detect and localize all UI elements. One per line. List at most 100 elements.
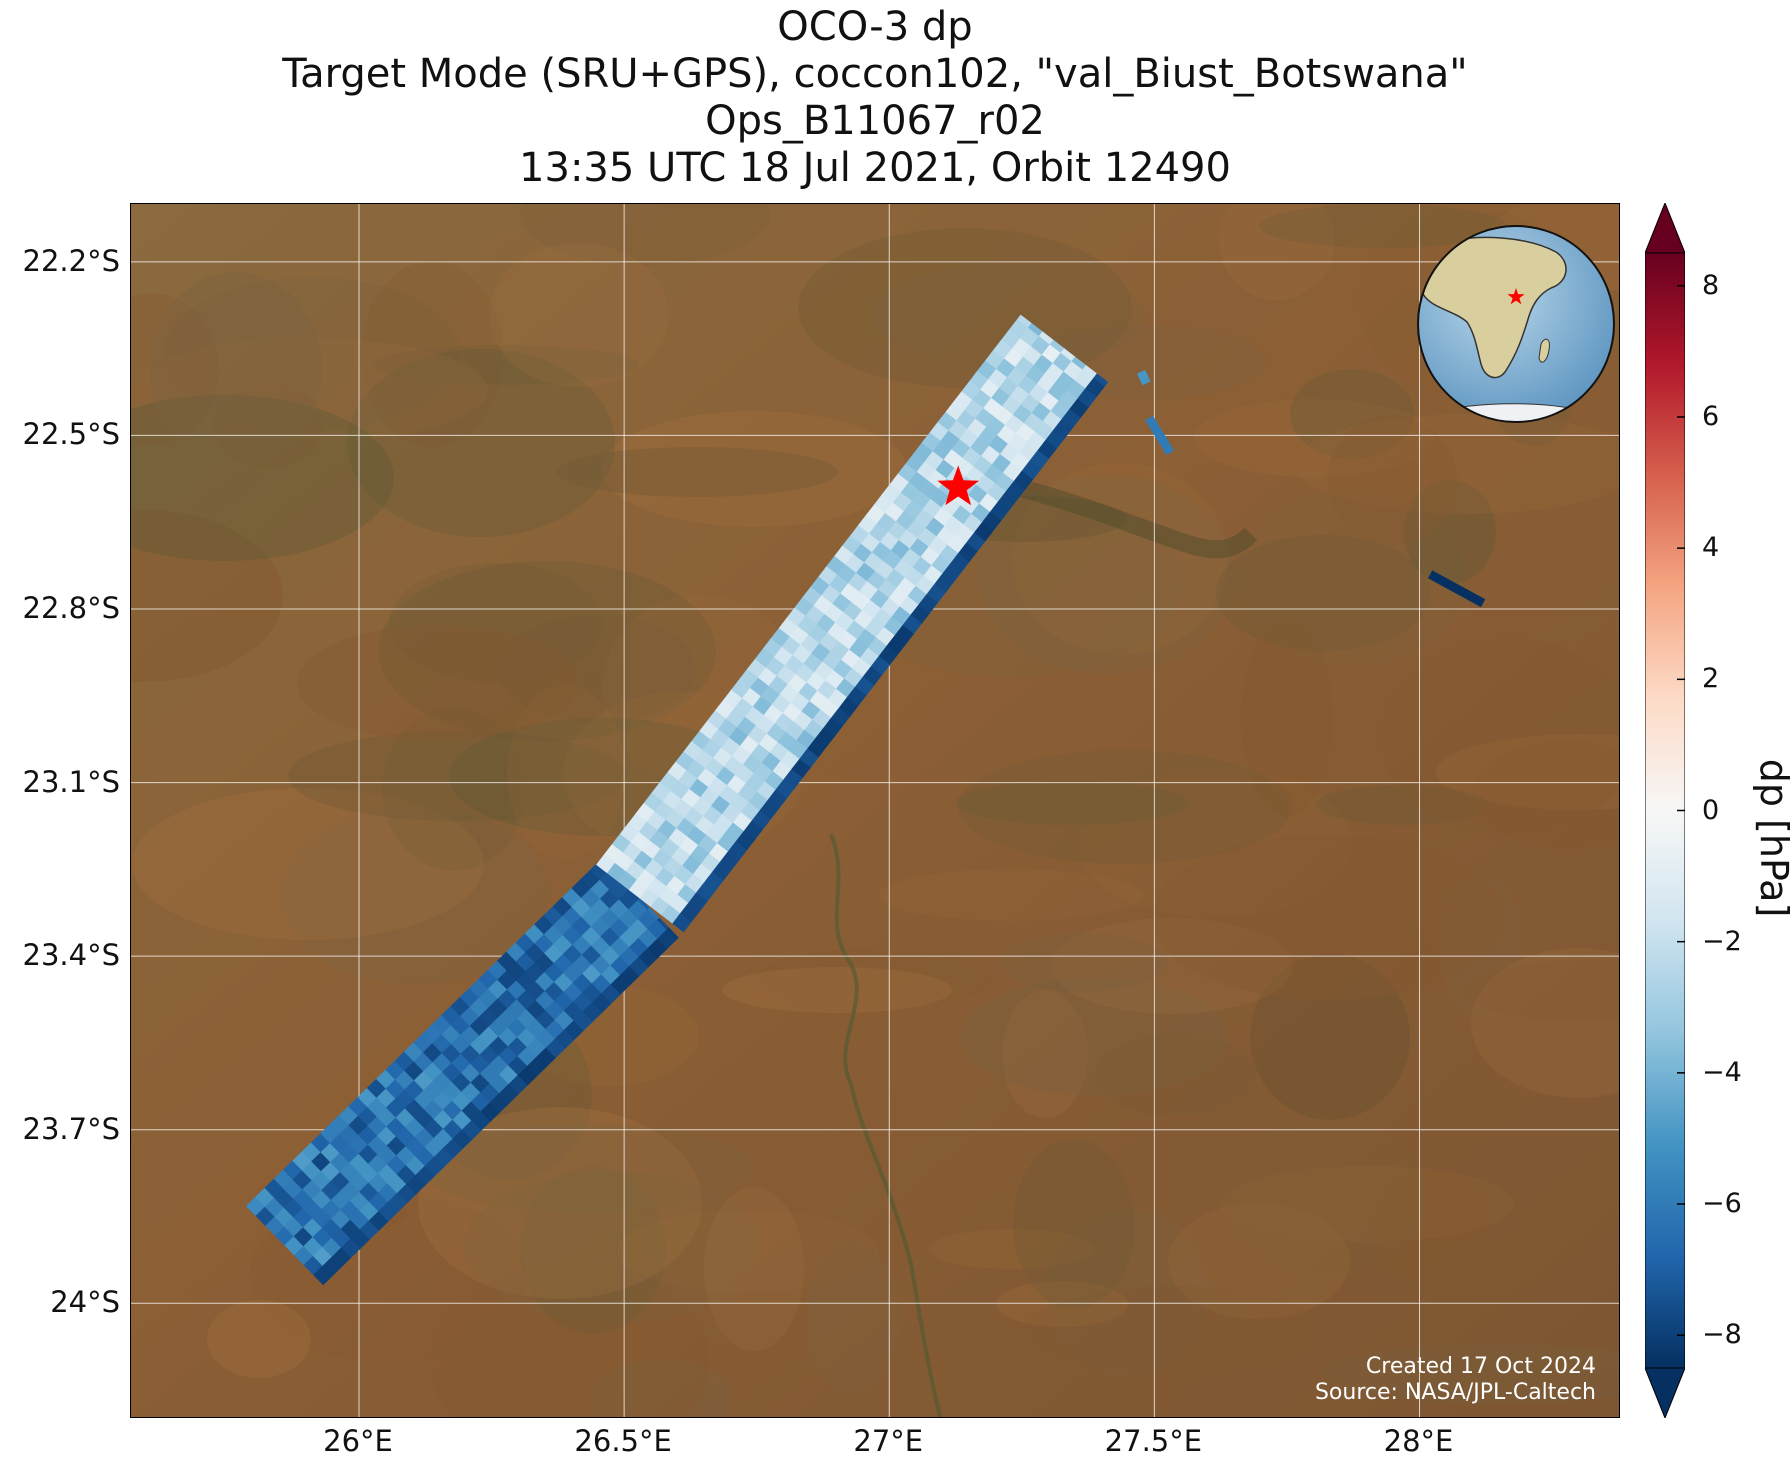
terrain-patch bbox=[1168, 1203, 1350, 1319]
isolated-sounding bbox=[1145, 415, 1175, 456]
terrain-patch bbox=[1013, 1139, 1135, 1309]
colorbar-tick-label: 8 bbox=[1702, 269, 1720, 301]
terrain-patch bbox=[1152, 834, 1506, 1000]
terrain-patch bbox=[1373, 1171, 1485, 1287]
colorbar-tick-label: −6 bbox=[1702, 1188, 1742, 1220]
lat-tick-label: 22.2°S bbox=[22, 243, 120, 278]
lon-tick-label: 27°E bbox=[853, 1424, 924, 1458]
terrain-patch bbox=[999, 933, 1169, 991]
terrain-patch bbox=[418, 1107, 702, 1299]
terrain-patch bbox=[1193, 399, 1435, 477]
swath-footprints bbox=[245, 314, 1486, 1286]
terrain-patch bbox=[131, 510, 283, 682]
terrain-patch bbox=[382, 707, 526, 871]
globe-africa bbox=[1420, 236, 1567, 379]
terrain-patch bbox=[1216, 535, 1430, 651]
terrain-patch bbox=[361, 261, 503, 447]
terrain-patch bbox=[1078, 768, 1352, 918]
target-site-layer bbox=[937, 465, 980, 506]
colorbar-extend-max bbox=[1645, 203, 1685, 254]
terrain-patch bbox=[1472, 741, 1619, 849]
lat-tick-label: 22.5°S bbox=[22, 417, 120, 452]
terrain-patch bbox=[1322, 1344, 1619, 1404]
terrain-patch bbox=[389, 563, 603, 683]
terrain-patch bbox=[754, 949, 994, 1007]
terrain-patch bbox=[1316, 785, 1488, 825]
terrain-patch bbox=[207, 1300, 311, 1378]
lat-tick-label: 22.8°S bbox=[22, 591, 120, 625]
target-site-star bbox=[937, 465, 980, 506]
terrain-patch bbox=[1236, 490, 1466, 666]
colorbar-tick-label: 2 bbox=[1702, 663, 1720, 695]
terrain-patch bbox=[1327, 415, 1457, 545]
terrain-patch bbox=[1045, 1209, 1211, 1375]
terrain-patch bbox=[347, 349, 615, 537]
lon-tick-label: 27.5°E bbox=[1104, 1424, 1203, 1458]
terrain-patch bbox=[1439, 874, 1523, 1016]
terrain-patch bbox=[704, 1187, 804, 1351]
colorbar-extend-min bbox=[1645, 1367, 1685, 1418]
terrain-patch bbox=[617, 1210, 879, 1292]
terrain-patch bbox=[1381, 638, 1619, 836]
colorbar-tick-marks bbox=[1677, 285, 1685, 1336]
terrain-patch bbox=[1295, 414, 1619, 514]
terrain-patch bbox=[373, 345, 639, 385]
terrain-patch bbox=[507, 685, 625, 859]
terrain-patch bbox=[378, 561, 716, 741]
colorbar-tick-label: 0 bbox=[1702, 794, 1720, 826]
globe-madagascar bbox=[1538, 338, 1550, 363]
terrain-patch bbox=[213, 382, 323, 468]
terrain-patch bbox=[1096, 1035, 1256, 1117]
source-credit: Source: NASA/JPL-Caltech bbox=[1314, 1380, 1596, 1405]
terrain-patch bbox=[1219, 1118, 1427, 1276]
terrain-patch bbox=[1471, 948, 1619, 1098]
terrain-patch bbox=[872, 264, 1146, 368]
terrain-patch bbox=[131, 338, 488, 442]
terrain-patch bbox=[131, 395, 394, 561]
terrain-patch bbox=[464, 1171, 762, 1323]
terrain-patch bbox=[879, 869, 1143, 921]
terrain-patch bbox=[1002, 990, 1088, 1118]
globe-outline bbox=[1417, 225, 1615, 423]
terrain-patch bbox=[1404, 480, 1496, 584]
isolated-sounding bbox=[1137, 369, 1151, 386]
terrain-patch bbox=[1051, 918, 1293, 1014]
lat-tick-label: 23.7°S bbox=[22, 1111, 120, 1146]
terrain-patch bbox=[602, 411, 906, 527]
terrain-patch bbox=[1220, 1166, 1514, 1242]
credit-text: Created 17 Oct 2024 Source: NASA/JPL-Cal… bbox=[1315, 1354, 1596, 1406]
terrain-patch bbox=[297, 625, 579, 741]
terrain-patch bbox=[430, 1264, 710, 1417]
terrain-patch bbox=[1436, 734, 1619, 810]
terrain-patch bbox=[131, 293, 219, 445]
terrain-patch bbox=[1290, 369, 1414, 459]
lat-tick-label: 24°S bbox=[50, 1285, 120, 1320]
terrain-patch bbox=[1250, 954, 1410, 1120]
terrain-patch bbox=[1012, 463, 1228, 655]
terrain-patch bbox=[498, 615, 696, 723]
map-panel[interactable] bbox=[130, 203, 1620, 1418]
terrain-patch bbox=[1461, 960, 1619, 1022]
globe-site-star bbox=[1507, 288, 1525, 305]
terrain-patch bbox=[489, 243, 669, 387]
colorbar-tick-label: −2 bbox=[1702, 925, 1742, 957]
terrain-patch bbox=[958, 750, 1292, 864]
lon-tick-label: 28°E bbox=[1383, 1424, 1454, 1458]
terrain-patch bbox=[1025, 1286, 1319, 1376]
terrain-patch bbox=[978, 474, 1236, 674]
sounding-footprint bbox=[666, 927, 679, 940]
gridlines bbox=[131, 204, 1619, 1417]
terrain-patch bbox=[288, 731, 626, 821]
terrain-patch bbox=[421, 1123, 755, 1213]
terrain-patch bbox=[1219, 204, 1335, 300]
map-canvas bbox=[131, 204, 1619, 1417]
terrain-patch bbox=[150, 272, 322, 468]
colorbar-tick-label: −8 bbox=[1702, 1319, 1742, 1351]
river-feature bbox=[829, 833, 943, 1417]
terrain-patch bbox=[589, 1359, 733, 1417]
plot-title: OCO-3 dp Target Mode (SRU+GPS), coccon10… bbox=[130, 4, 1620, 192]
colorbar-tick-label: −4 bbox=[1702, 1056, 1742, 1088]
title-line-3: Ops_B11067_r02 bbox=[705, 98, 1045, 144]
sounding-footprint bbox=[1093, 373, 1109, 387]
colorbar bbox=[1645, 203, 1685, 1418]
